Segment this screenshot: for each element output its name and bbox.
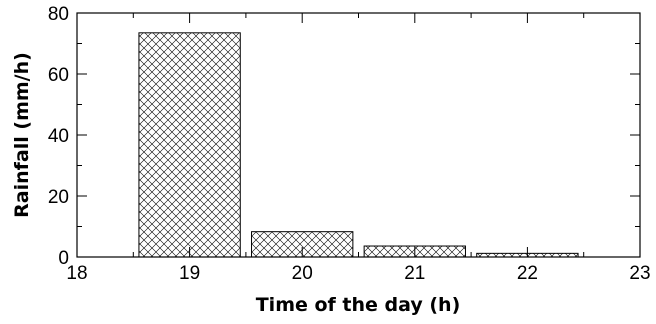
x-tick-label: 21 [404, 263, 425, 284]
y-tick-label: 40 [48, 126, 69, 147]
y-tick-label: 0 [58, 248, 69, 269]
y-tick-label: 80 [48, 4, 69, 25]
x-tick-label: 23 [629, 263, 650, 284]
x-tick-label: 22 [517, 263, 538, 284]
bar [138, 32, 241, 258]
x-tick-label: 19 [179, 263, 200, 284]
x-tick-label: 18 [66, 263, 87, 284]
bars-group [138, 32, 579, 258]
ticks-group [76, 12, 641, 258]
y-axis-title: Rainfall (mm/h) [11, 52, 33, 218]
x-tick-labels: 18 19 20 21 22 23 [66, 263, 650, 284]
y-tick-label: 60 [48, 65, 69, 86]
x-axis-title: Time of the day (h) [256, 294, 461, 316]
y-tick-labels: 0 20 40 60 80 [48, 4, 69, 269]
y-tick-label: 20 [48, 187, 69, 208]
x-tick-label: 20 [292, 263, 313, 284]
